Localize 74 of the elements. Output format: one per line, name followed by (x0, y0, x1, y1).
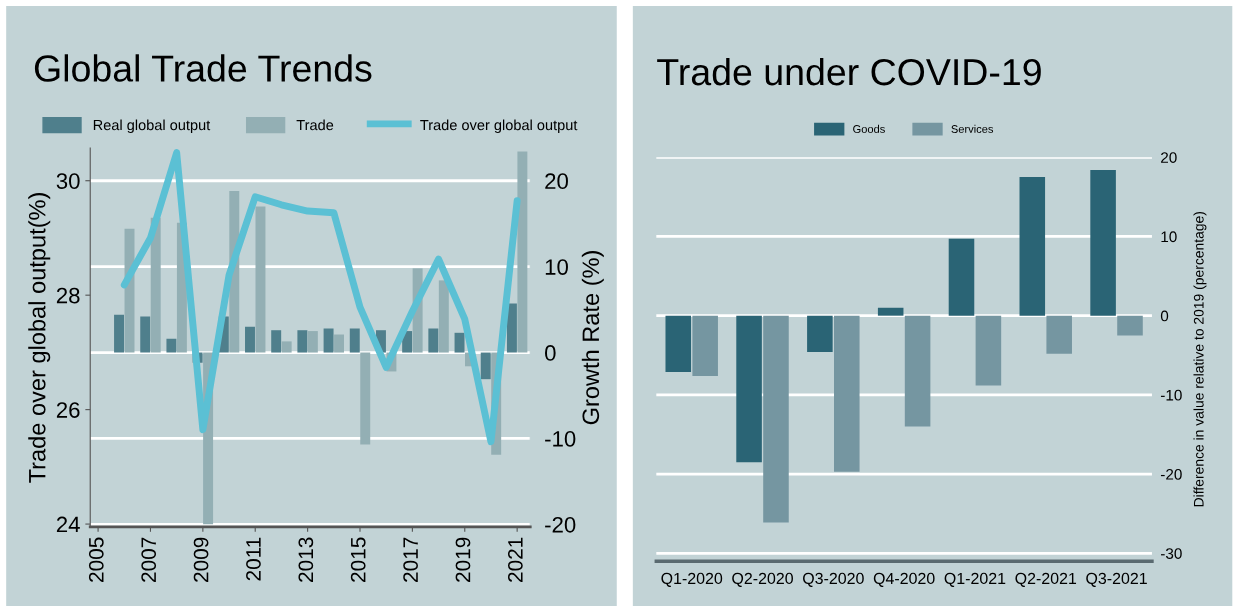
chart-title: Trade under COVID-19 (657, 57, 1041, 86)
bar (438, 280, 449, 353)
bar (281, 341, 292, 353)
y2-tick-label: 20 (545, 173, 568, 190)
bar (665, 315, 692, 372)
y-tick-label: -10 (1160, 389, 1182, 401)
x-tick-label: 2019 (455, 537, 471, 582)
bar (323, 328, 334, 353)
y-tick-label: -20 (1160, 468, 1182, 480)
x-tick-label: 2007 (141, 537, 157, 582)
bar (1117, 315, 1143, 336)
x-tick-label: 2009 (193, 537, 209, 582)
bar (334, 334, 345, 353)
legend-label: Services (951, 124, 994, 133)
x-tick-label: Q1-2021 (944, 572, 1006, 587)
y-tick-label: 24 (56, 516, 80, 533)
x-tick-label: 2013 (298, 537, 314, 582)
bar (975, 315, 1002, 386)
x-tick-label: Q1-2020 (661, 572, 723, 587)
bar (1046, 315, 1072, 354)
y-tick-label: 30 (56, 173, 80, 189)
bar (245, 326, 255, 353)
bar (692, 315, 718, 376)
bar (506, 303, 517, 353)
bar (948, 238, 975, 316)
bar (360, 352, 371, 445)
legend-label: Real global output (93, 119, 211, 134)
bar (1019, 177, 1046, 316)
y2-tick-label: -20 (545, 516, 576, 533)
bar (480, 352, 491, 380)
legend-label: Trade (296, 119, 334, 131)
bar (297, 330, 308, 353)
y2-tick-label: 0 (545, 345, 556, 361)
x-tick-label: Q2-2020 (732, 572, 793, 587)
bar (1090, 169, 1116, 316)
bar (763, 315, 789, 523)
y-tick-label: 20 (1161, 152, 1177, 163)
x-tick-label: Q3-2020 (803, 572, 864, 587)
bar (349, 328, 360, 353)
x-tick-label: Q4-2020 (873, 572, 935, 587)
y-axis-title: Trade over global output(%) (28, 193, 51, 483)
x-tick-label: 2017 (403, 537, 418, 582)
y-axis-title: Difference in value relative to 2019 (percentage) (1193, 211, 1207, 507)
bar (834, 315, 860, 472)
bar (307, 331, 318, 353)
x-tick-label: 2015 (350, 537, 366, 582)
bar (736, 315, 762, 463)
bar (904, 315, 931, 427)
x-tick-label: 2021 (507, 537, 523, 582)
y-tick-label: 10 (1161, 231, 1177, 243)
x-tick-label: 2005 (88, 537, 104, 582)
bar (114, 314, 125, 353)
y-tick-label: 28 (56, 287, 80, 304)
bar (271, 330, 282, 353)
chart-title: Global Trade Trends (34, 54, 372, 82)
legend-label: Goods (853, 124, 885, 133)
bar (428, 328, 439, 353)
bar (877, 307, 904, 316)
bar (140, 316, 151, 353)
y-tick-label: 0 (1160, 310, 1169, 322)
bar (517, 151, 528, 353)
bar (255, 206, 266, 353)
bar (166, 338, 177, 353)
y2-axis-title: Growth Rate (%) (581, 251, 604, 425)
legend-label: Trade over global output (420, 119, 578, 134)
y-tick-label: 26 (56, 402, 80, 418)
bar (454, 332, 465, 353)
y-tick-label: -30 (1160, 548, 1182, 559)
x-tick-label: 2011 (246, 537, 261, 581)
x-tick-label: Q3-2021 (1086, 572, 1147, 587)
x-tick-label: Q2-2021 (1015, 572, 1077, 587)
y2-tick-label: -10 (545, 430, 576, 447)
y2-tick-label: 10 (545, 259, 568, 275)
bar (807, 315, 833, 353)
